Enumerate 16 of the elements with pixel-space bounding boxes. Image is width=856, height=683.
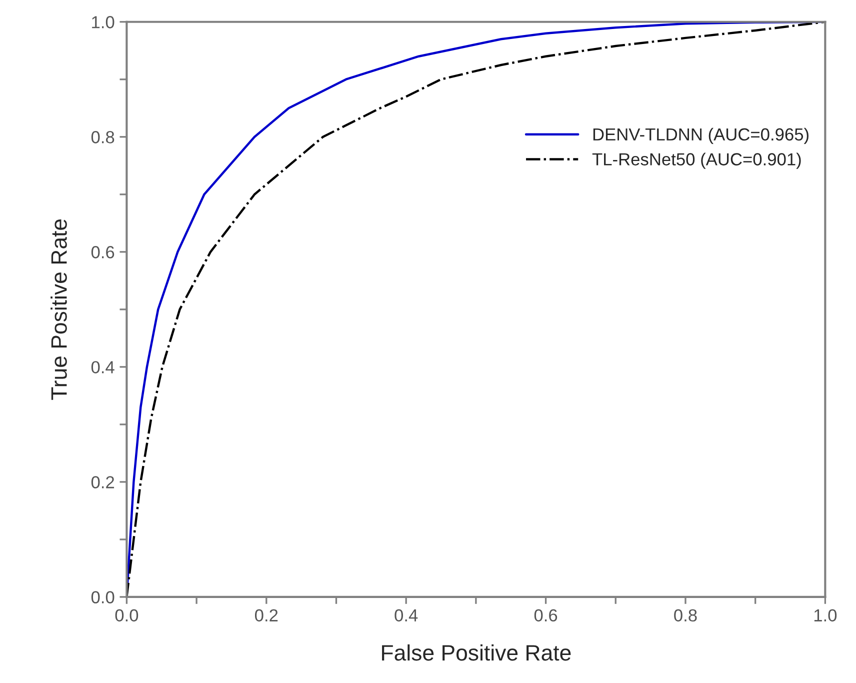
x-axis-title: False Positive Rate	[382, 644, 571, 661]
y-tick-label: 1.0	[92, 16, 114, 28]
y-tick-label: 0.0	[91, 591, 114, 604]
x-tick-label: 0.8	[674, 609, 697, 622]
y-axis-title: True Positive Rate	[50, 219, 67, 400]
x-tick-label: 0.4	[394, 609, 418, 622]
y-tick-label: 0.2	[91, 476, 114, 488]
y-tick-label: 0.8	[91, 131, 114, 144]
x-tick-label: 1.0	[814, 609, 837, 622]
legend-label: TL-ResNet50 (AUC=0.901)	[592, 152, 801, 169]
legend-label: DENV-TLDNN (AUC=0.965)	[593, 128, 808, 144]
y-tick-label: 0.6	[91, 246, 114, 258]
y-tick-label: 0.4	[91, 361, 114, 374]
x-tick-label: 0.0	[115, 609, 138, 622]
x-tick-label: 0.6	[534, 609, 558, 622]
x-tick-label: 0.2	[255, 609, 278, 622]
